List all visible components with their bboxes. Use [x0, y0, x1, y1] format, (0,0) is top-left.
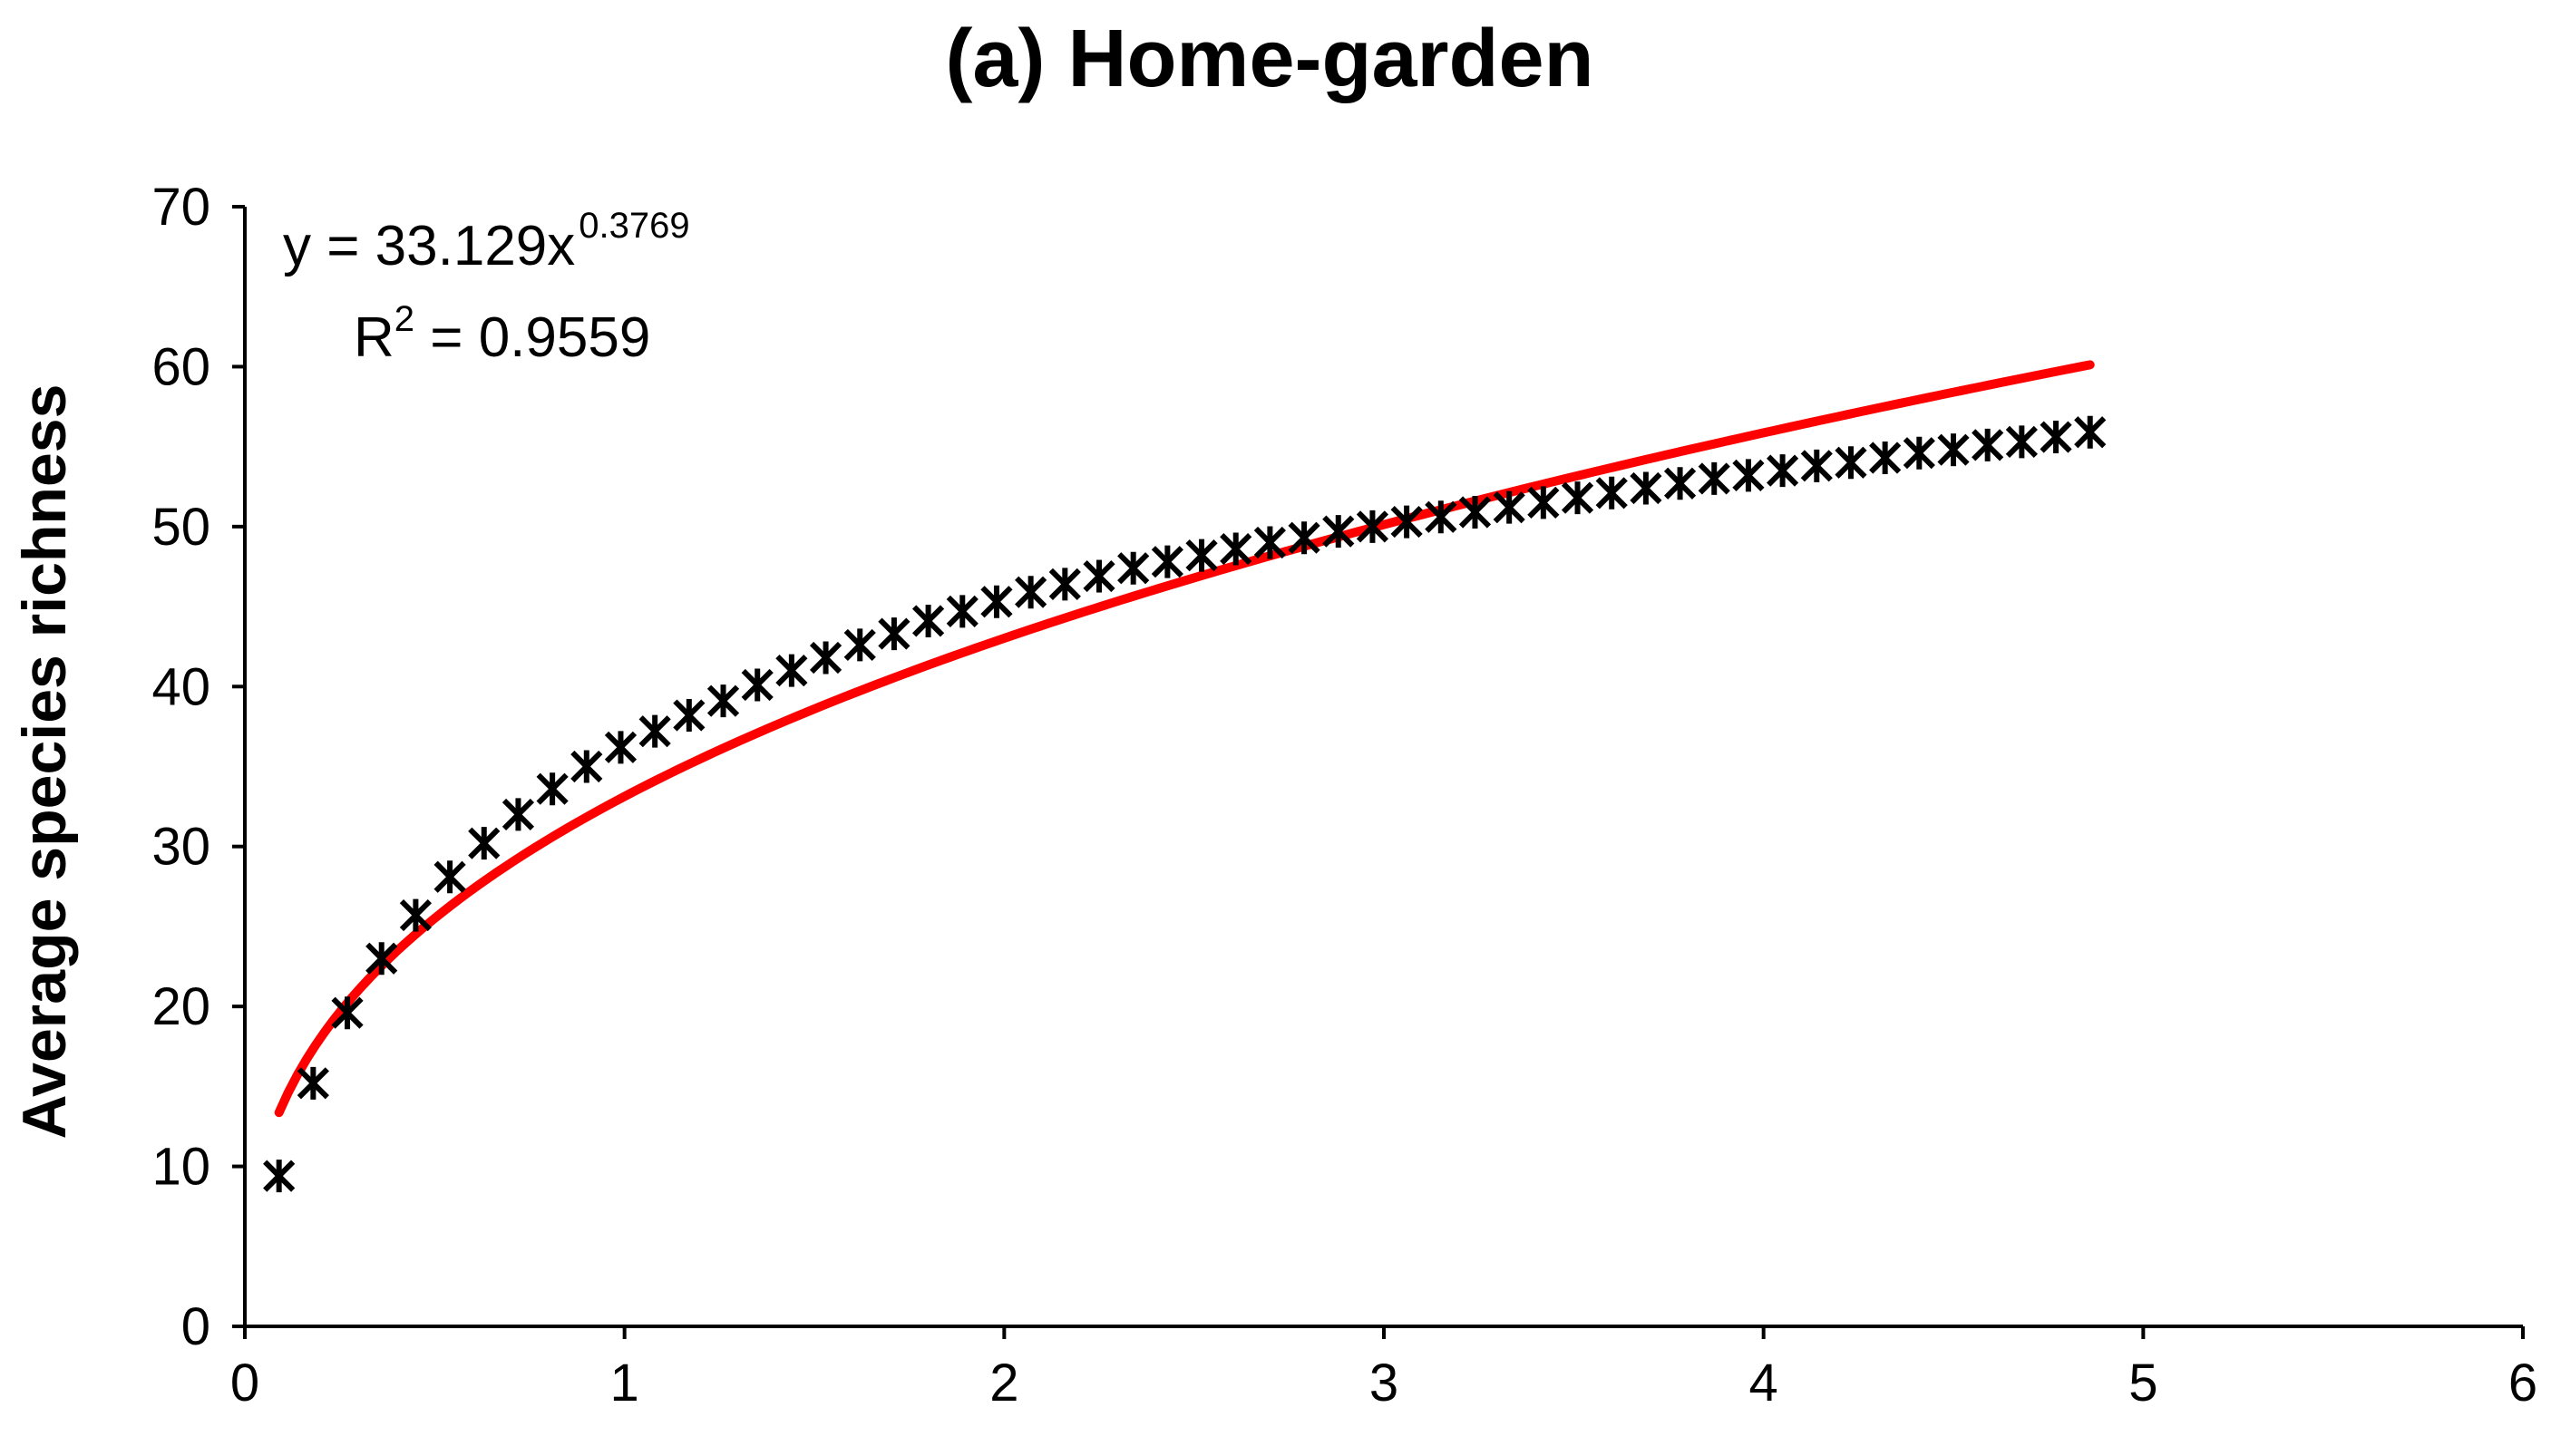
data-point — [2040, 421, 2072, 454]
r-squared-text: R2 = 0.9559 — [354, 299, 650, 369]
data-point — [501, 798, 535, 831]
data-point — [1766, 454, 1799, 488]
data-point — [1390, 505, 1423, 539]
data-point — [1561, 481, 1594, 515]
data-point — [365, 942, 398, 976]
data-point — [946, 595, 979, 628]
x-tick-label: 5 — [2128, 1354, 2157, 1412]
data-point — [980, 585, 1013, 618]
data-point — [536, 772, 569, 806]
y-tick-label: 0 — [181, 1297, 210, 1356]
data-point — [878, 617, 910, 651]
y-tick-label: 50 — [151, 498, 210, 557]
data-point — [433, 860, 466, 894]
data-point — [1698, 461, 1730, 495]
r2-superscript: 2 — [394, 299, 414, 339]
x-tick-label: 6 — [2508, 1354, 2537, 1412]
data-point — [1083, 559, 1115, 593]
data-point — [1972, 428, 2004, 461]
data-point — [1835, 446, 1867, 480]
data-point — [1732, 459, 1765, 492]
data-point — [1630, 471, 1662, 505]
data-point — [1220, 532, 1252, 566]
data-point — [1800, 449, 1833, 482]
equation-exponent: 0.3769 — [579, 206, 689, 246]
chart-title: (a) Home-garden — [945, 14, 1593, 104]
x-tick-label: 1 — [610, 1354, 639, 1412]
data-point — [1458, 495, 1492, 529]
data-point — [673, 699, 706, 733]
r2-prefix: R — [354, 306, 394, 369]
data-point — [331, 996, 364, 1030]
data-point — [1253, 526, 1287, 559]
data-point — [843, 628, 876, 662]
data-point — [911, 604, 945, 637]
y-axis-label: Average species richness — [10, 384, 79, 1140]
data-point — [1663, 467, 1697, 500]
data-point — [1015, 576, 1047, 609]
equation-prefix: y = 33.129x — [283, 215, 575, 277]
data-point — [1425, 500, 1457, 534]
data-point — [1595, 476, 1628, 510]
data-point — [1493, 490, 1525, 524]
data-point — [638, 714, 671, 748]
data-point — [809, 641, 842, 675]
x-tick-label: 4 — [1749, 1354, 1778, 1412]
x-tick-label: 2 — [989, 1354, 1018, 1412]
data-point — [1288, 521, 1320, 555]
data-point — [706, 684, 740, 718]
data-point — [1151, 545, 1183, 578]
y-tick-label: 60 — [151, 337, 210, 396]
data-point — [1185, 539, 1218, 572]
data-point — [741, 668, 774, 702]
x-tick-label: 0 — [230, 1354, 259, 1412]
y-tick-label: 70 — [151, 178, 210, 237]
data-point — [1937, 433, 1970, 467]
data-point — [1322, 515, 1355, 548]
r2-value: = 0.9559 — [414, 306, 650, 369]
data-point — [1869, 441, 1902, 474]
y-tick-label: 10 — [151, 1138, 210, 1197]
data-point — [2005, 425, 2038, 459]
data-points — [263, 415, 2107, 1193]
y-tick-label: 30 — [151, 818, 210, 877]
y-tick-label: 20 — [151, 977, 210, 1036]
data-point — [1903, 436, 1935, 470]
data-point — [1356, 510, 1389, 543]
y-ticks: 0 10 20 30 40 50 60 70 — [151, 178, 245, 1356]
data-point — [1048, 568, 1081, 601]
x-ticks: 0 1 2 3 4 5 6 — [230, 1326, 2537, 1412]
data-point — [263, 1160, 296, 1193]
y-tick-label: 40 — [151, 657, 210, 716]
data-point — [468, 827, 501, 860]
data-point — [1117, 551, 1150, 585]
data-point — [297, 1066, 329, 1100]
data-point — [399, 898, 433, 932]
data-point — [604, 731, 638, 764]
data-point — [570, 750, 603, 783]
trendline-annotation: y = 33.129x 0.3769 R2 = 0.9559 — [283, 206, 690, 369]
power-trendline — [274, 360, 2095, 1118]
data-point — [1527, 486, 1560, 519]
x-tick-label: 3 — [1369, 1354, 1398, 1412]
data-point — [2074, 415, 2107, 449]
equation-text: y = 33.129x 0.3769 — [283, 206, 690, 277]
data-point — [775, 654, 808, 687]
